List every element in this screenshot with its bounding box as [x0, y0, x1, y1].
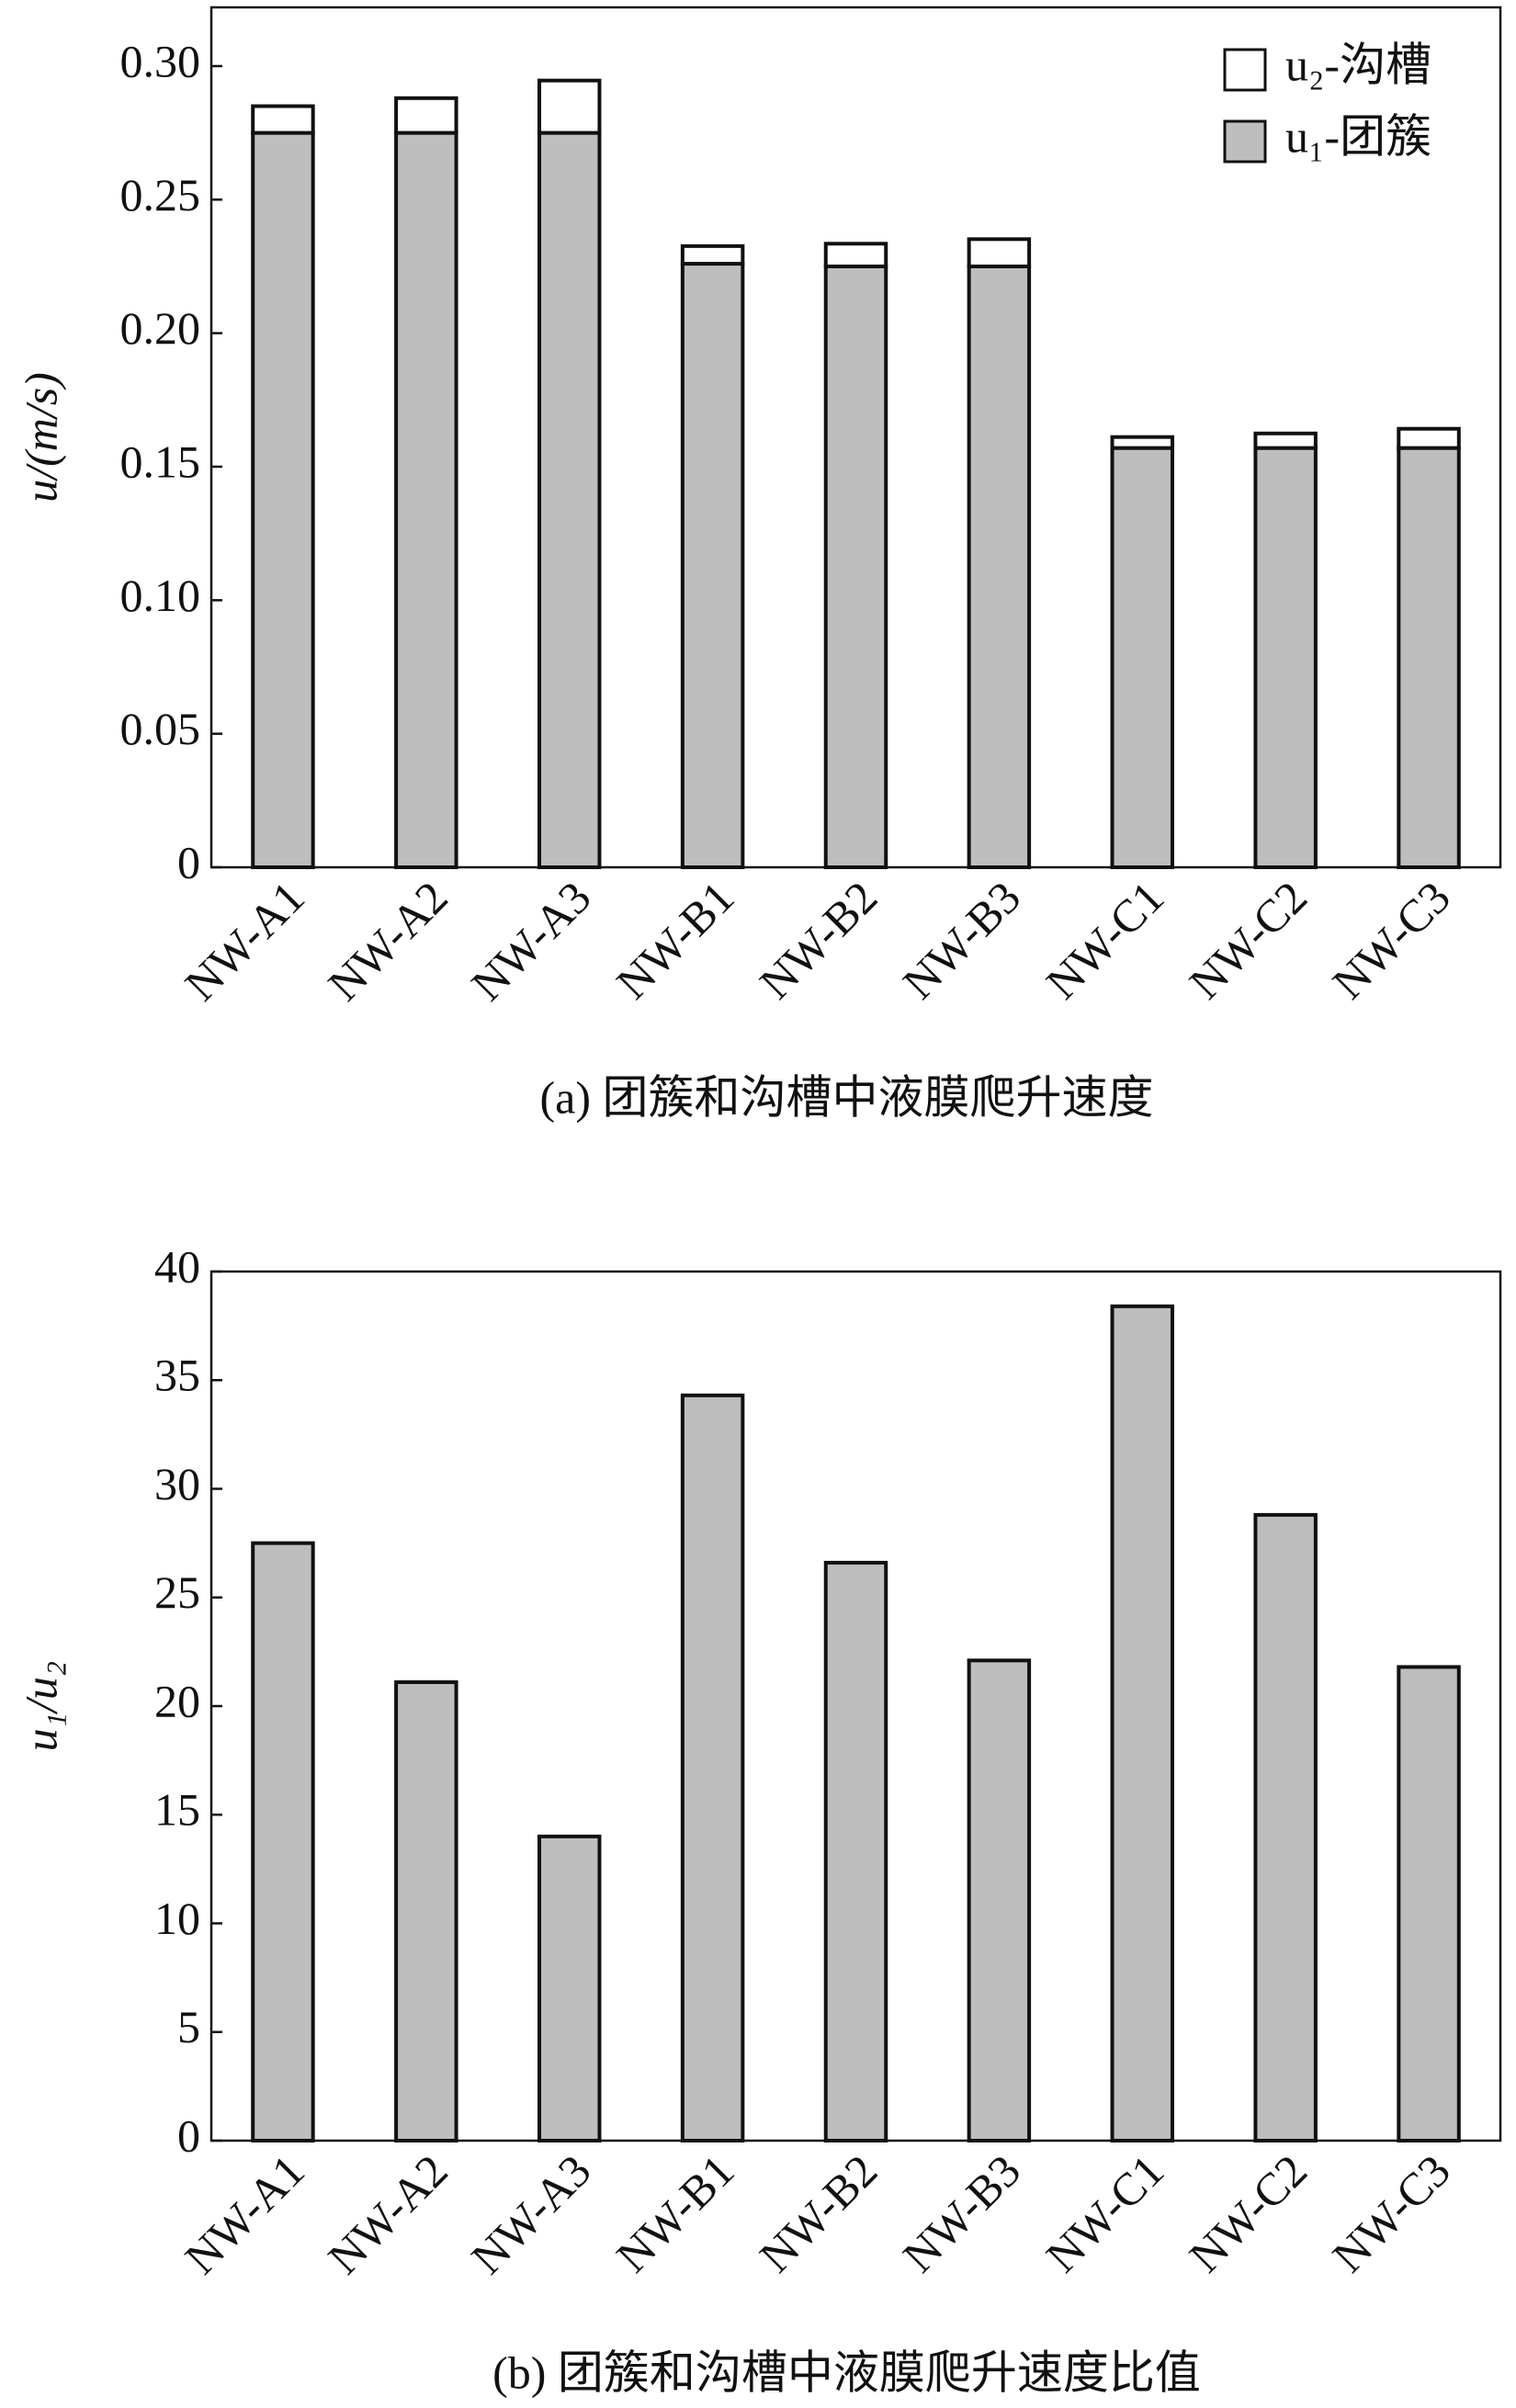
caption: (a) 团簇和沟槽中液膜爬升速度: [540, 1071, 1154, 1123]
bar-segment: [537, 130, 602, 870]
bar-segment: [680, 262, 745, 869]
y-tick-label: 10: [154, 1893, 200, 1944]
x-tick-label: NW-C2: [1179, 2144, 1317, 2282]
x-tick-label: NW-A1: [175, 871, 314, 1011]
caption: (b) 团簇和沟槽中液膜爬升速度比值: [492, 2346, 1201, 2398]
bar: [823, 1560, 888, 2143]
bar: [967, 1658, 1032, 2142]
y-tick-label: 0.05: [120, 703, 201, 754]
x-tick-label: NW-A3: [461, 2144, 601, 2284]
bar: [1397, 1665, 1461, 2143]
y-tick-label: 0.20: [120, 302, 201, 354]
bar-segment: [1253, 431, 1318, 450]
x-tick-label: NW-B1: [606, 2144, 744, 2282]
y-tick-label: 30: [154, 1458, 200, 1509]
x-tick-label: NW-A3: [461, 871, 601, 1011]
bar: [394, 1679, 458, 2142]
bar-segment: [394, 130, 458, 870]
y-tick-label: 40: [154, 1240, 200, 1292]
bar-segment: [1397, 426, 1461, 450]
x-tick-label: NW-C3: [1322, 2144, 1460, 2282]
bar-segment: [823, 264, 888, 870]
legend-label: u₁-团簇: [1285, 110, 1431, 162]
y-tick-label: 15: [154, 1784, 200, 1836]
bar-segment: [251, 130, 315, 870]
y-tick-label: 25: [154, 1566, 200, 1618]
bar-segment: [1397, 446, 1461, 869]
y-tick-label: 0: [177, 2109, 200, 2161]
legend-swatch: [1223, 119, 1267, 164]
bar: [1110, 1304, 1175, 2142]
x-tick-label: NW-C1: [1036, 871, 1174, 1009]
x-tick-label: NW-A1: [175, 2144, 314, 2284]
x-tick-label: NW-B2: [750, 2144, 888, 2282]
x-tick-label: NW-A2: [318, 871, 458, 1011]
y-tick-label: 0.15: [120, 435, 201, 487]
bar-segment: [394, 96, 458, 135]
bar-segment: [1253, 446, 1318, 869]
y-tick-label: 20: [154, 1675, 200, 1726]
x-tick-label: NW-C1: [1036, 2144, 1174, 2282]
bar-segment: [537, 78, 602, 135]
x-tick-label: NW-A2: [318, 2144, 458, 2284]
y-tick-label: 35: [154, 1350, 200, 1401]
bar-segment: [823, 242, 888, 268]
bar-segment: [1110, 446, 1175, 869]
x-tick-label: NW-C2: [1179, 871, 1317, 1009]
y-tick-label: 0.25: [120, 169, 201, 220]
bar-segment: [251, 104, 315, 135]
y-tick-label: 0.10: [120, 570, 201, 621]
bar-segment: [680, 243, 745, 266]
x-tick-label: NW-C3: [1322, 871, 1460, 1009]
x-tick-label: NW-B2: [750, 871, 888, 1009]
bar: [1253, 1512, 1318, 2142]
bar-segment: [1110, 435, 1175, 450]
x-tick-label: NW-B3: [893, 871, 1031, 1009]
legend-label: u₂-沟槽: [1285, 39, 1431, 90]
y-axis-label: u₁/u₂: [15, 1661, 66, 1752]
bar: [251, 1541, 315, 2142]
bar: [537, 1834, 602, 2143]
y-tick-label: 0.30: [120, 35, 201, 86]
x-tick-label: NW-B1: [606, 871, 744, 1009]
y-axis-label: u/(m/s): [15, 372, 66, 503]
x-tick-label: NW-B3: [893, 2144, 1031, 2282]
y-tick-label: 5: [177, 2001, 200, 2052]
legend-swatch: [1223, 48, 1267, 92]
bar-segment: [967, 264, 1032, 870]
bar: [680, 1393, 745, 2143]
y-tick-label: 0: [177, 836, 200, 887]
bar-segment: [967, 237, 1032, 268]
